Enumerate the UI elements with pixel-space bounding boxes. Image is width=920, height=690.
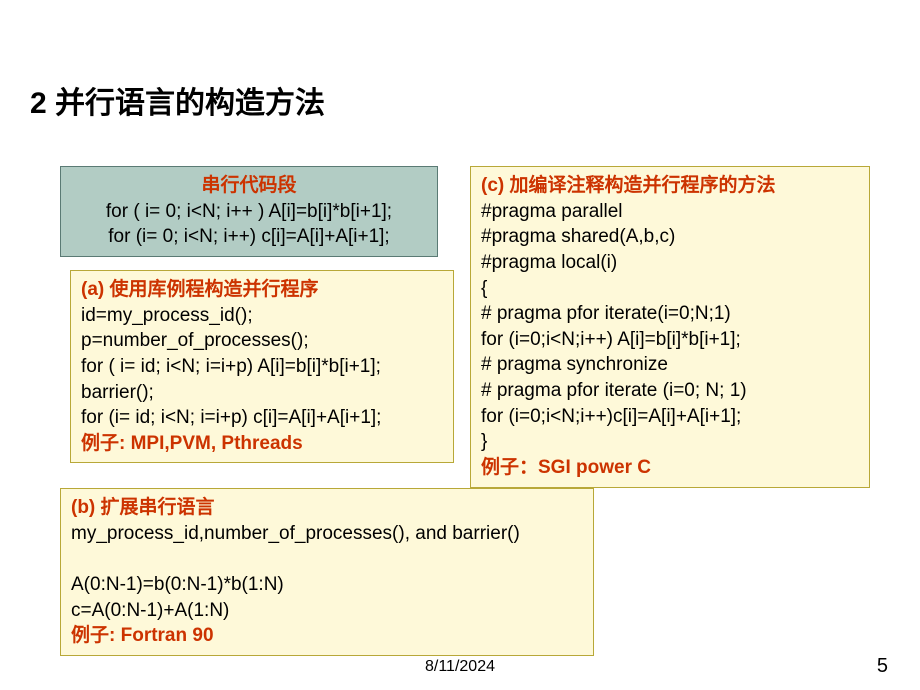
method-c-l8: # pragma pfor iterate (i=0; N; 1): [481, 378, 859, 404]
method-a-l2: p=number_of_processes();: [81, 328, 443, 354]
method-c-l4: {: [481, 276, 859, 302]
method-c-box: (c) 加编译注释构造并行程序的方法 #pragma parallel #pra…: [470, 166, 870, 488]
method-a-l3: for ( i= id; i<N; i=i+p) A[i]=b[i]*b[i+1…: [81, 354, 443, 380]
method-c-l9: for (i=0;i<N;i++)c[i]=A[i]+A[i+1];: [481, 404, 859, 430]
method-c-l3: #pragma local(i): [481, 250, 859, 276]
method-b-example: 例子: Fortran 90: [71, 623, 583, 649]
method-b-l1: my_process_id,number_of_processes(), and…: [71, 521, 583, 547]
method-a-l4: barrier();: [81, 380, 443, 406]
slide: 2 并行语言的构造方法 串行代码段 for ( i= 0; i<N; i++ )…: [0, 0, 920, 690]
method-c-l2: #pragma shared(A,b,c): [481, 224, 859, 250]
method-c-l5: # pragma pfor iterate(i=0;N;1): [481, 301, 859, 327]
method-c-l7: # pragma synchronize: [481, 352, 859, 378]
method-b-l3: A(0:N-1)=b(0:N-1)*b(1:N): [71, 572, 583, 598]
method-a-l1: id=my_process_id();: [81, 303, 443, 329]
method-a-example: 例子: MPI,PVM, Pthreads: [81, 431, 443, 457]
serial-heading: 串行代码段: [71, 173, 427, 199]
method-c-l1: #pragma parallel: [481, 199, 859, 225]
footer-page-number: 5: [877, 655, 888, 678]
method-c-l10: }: [481, 429, 859, 455]
method-c-l6: for (i=0;i<N;i++) A[i]=b[i]*b[i+1];: [481, 327, 859, 353]
method-b-box: (b) 扩展串行语言 my_process_id,number_of_proce…: [60, 488, 594, 656]
method-c-heading: (c) 加编译注释构造并行程序的方法: [481, 173, 859, 199]
footer-date: 8/11/2024: [0, 658, 920, 676]
method-b-heading: (b) 扩展串行语言: [71, 495, 583, 521]
method-a-l5: for (i= id; i<N; i=i+p) c[i]=A[i]+A[i+1]…: [81, 405, 443, 431]
serial-code-box: 串行代码段 for ( i= 0; i<N; i++ ) A[i]=b[i]*b…: [60, 166, 438, 257]
method-a-heading: (a) 使用库例程构造并行程序: [81, 277, 443, 303]
slide-title: 2 并行语言的构造方法: [30, 78, 325, 122]
method-c-example: 例子：SGI power C: [481, 455, 859, 481]
serial-line-1: for ( i= 0; i<N; i++ ) A[i]=b[i]*b[i+1];: [71, 199, 427, 225]
serial-line-2: for (i= 0; i<N; i++) c[i]=A[i]+A[i+1];: [71, 224, 427, 250]
method-a-box: (a) 使用库例程构造并行程序 id=my_process_id(); p=nu…: [70, 270, 454, 463]
method-b-l2: [71, 546, 583, 572]
method-b-l4: c=A(0:N-1)+A(1:N): [71, 598, 583, 624]
